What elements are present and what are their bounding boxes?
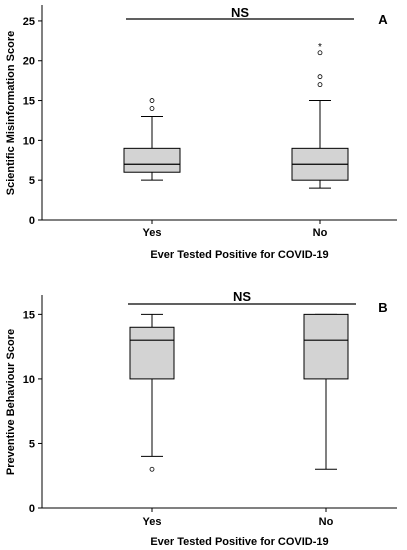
y-tick-label: 10 bbox=[23, 374, 35, 386]
iqr-box bbox=[303, 313, 349, 380]
x-axis-title: Ever Tested Positive for COVID-19 bbox=[150, 249, 328, 261]
y-tick-label: 15 bbox=[23, 96, 35, 108]
y-tick-label: 25 bbox=[23, 16, 35, 28]
y-axis-title: Preventive Behaviour Score bbox=[5, 329, 17, 475]
y-tick-label: 20 bbox=[23, 56, 35, 68]
panel-letter: B bbox=[378, 300, 387, 315]
y-tick-label: 5 bbox=[29, 175, 35, 187]
y-tick-label: 0 bbox=[29, 503, 35, 515]
x-tick-label: No bbox=[319, 516, 334, 528]
outlier-point bbox=[317, 50, 323, 56]
x-tick-label: No bbox=[313, 227, 328, 239]
panel-letter: A bbox=[378, 12, 388, 27]
outlier-point bbox=[149, 466, 155, 472]
significance-label: NS bbox=[231, 5, 249, 20]
extreme-point: * bbox=[318, 42, 322, 53]
x-tick-label: Yes bbox=[143, 516, 162, 528]
panel-a: 0 5 10 15 20 25 Yes No * NS A Ever Tested Positive … bbox=[5, 5, 397, 261]
box-yes bbox=[123, 98, 181, 181]
outlier-point bbox=[149, 106, 155, 111]
significance-label: NS bbox=[233, 289, 251, 304]
iqr-box bbox=[129, 326, 175, 380]
y-axis-title: Scientific Misinformation Score bbox=[5, 31, 17, 195]
y-tick-label: 5 bbox=[29, 438, 35, 450]
y-tick-label: 10 bbox=[23, 135, 35, 147]
x-axis-title: Ever Tested Positive for COVID-19 bbox=[150, 536, 328, 548]
y-tick-label: 15 bbox=[23, 309, 35, 321]
outlier-point bbox=[149, 98, 155, 103]
iqr-box bbox=[123, 147, 181, 173]
box-no bbox=[303, 313, 349, 470]
box-no: * bbox=[291, 42, 349, 189]
outlier-point bbox=[317, 74, 323, 80]
panel-b: 0 5 10 15 Yes No NS B Ever Tested Positive for C… bbox=[5, 289, 397, 548]
y-tick-label: 0 bbox=[29, 215, 35, 227]
box-yes bbox=[129, 313, 175, 472]
x-tick-label: Yes bbox=[143, 227, 162, 239]
outlier-point bbox=[317, 82, 323, 88]
